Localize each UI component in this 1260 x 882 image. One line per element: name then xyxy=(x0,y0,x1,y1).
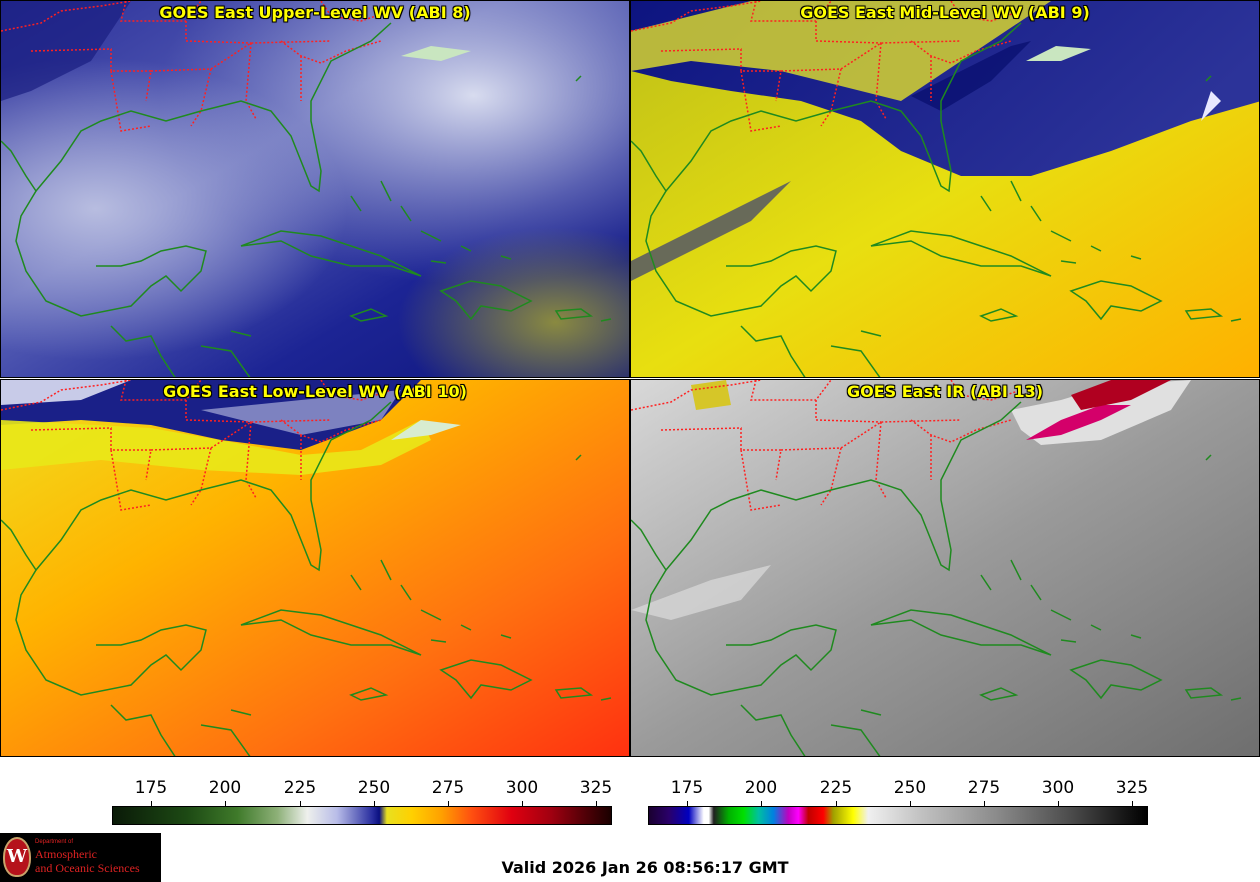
ir-tick: 275 xyxy=(967,778,1001,798)
ir-tick: 250 xyxy=(893,778,927,798)
logo-line1: Atmospheric xyxy=(35,847,97,861)
ir-image xyxy=(631,380,1259,756)
wv-tick: 225 xyxy=(283,778,317,798)
logo-dept: Department of xyxy=(35,839,74,845)
panel-low-level-wv: GOES East Low-Level WV (ABI 10) xyxy=(0,379,630,757)
ir-tick: 325 xyxy=(1115,778,1149,798)
wv-color-bar xyxy=(112,806,612,825)
ir-scale-ticks: 175 200 225 250 275 300 325 xyxy=(648,778,1148,800)
valid-time: Valid 2026 Jan 26 08:56:17 GMT xyxy=(501,858,789,877)
mid-level-wv-image xyxy=(631,1,1259,377)
ir-tick: 200 xyxy=(744,778,778,798)
wv-tick: 200 xyxy=(208,778,242,798)
panel-upper-level-wv: GOES East Upper-Level WV (ABI 8) xyxy=(0,0,630,378)
ir-color-bar xyxy=(648,806,1148,825)
uw-aos-logo: W Department of Atmospheric and Oceanic … xyxy=(0,833,161,882)
wv-color-scale: 175 200 225 250 275 300 325 xyxy=(112,760,612,830)
panel-title: GOES East Upper-Level WV (ABI 8) xyxy=(159,3,471,22)
wv-tick: 325 xyxy=(579,778,613,798)
uw-seal-icon: W xyxy=(3,837,31,877)
panel-ir: GOES East IR (ABI 13) xyxy=(630,379,1260,757)
ir-tick: 175 xyxy=(670,778,704,798)
low-level-wv-image xyxy=(1,380,629,756)
upper-level-wv-image xyxy=(1,1,629,377)
panel-title: GOES East IR (ABI 13) xyxy=(846,382,1044,401)
panel-title: GOES East Mid-Level WV (ABI 9) xyxy=(800,3,1090,22)
ir-color-scale: 175 200 225 250 275 300 325 xyxy=(648,760,1148,830)
ir-tick: 225 xyxy=(819,778,853,798)
panel-title: GOES East Low-Level WV (ABI 10) xyxy=(163,382,467,401)
wv-tick: 250 xyxy=(357,778,391,798)
ir-tick: 300 xyxy=(1041,778,1075,798)
wv-tick: 275 xyxy=(431,778,465,798)
wv-scale-ticks: 175 200 225 250 275 300 325 xyxy=(112,778,612,800)
logo-line2: and Oceanic Sciences xyxy=(35,861,140,875)
wv-tick: 300 xyxy=(505,778,539,798)
panel-mid-level-wv: GOES East Mid-Level WV (ABI 9) xyxy=(630,0,1260,378)
wv-tick: 175 xyxy=(134,778,168,798)
